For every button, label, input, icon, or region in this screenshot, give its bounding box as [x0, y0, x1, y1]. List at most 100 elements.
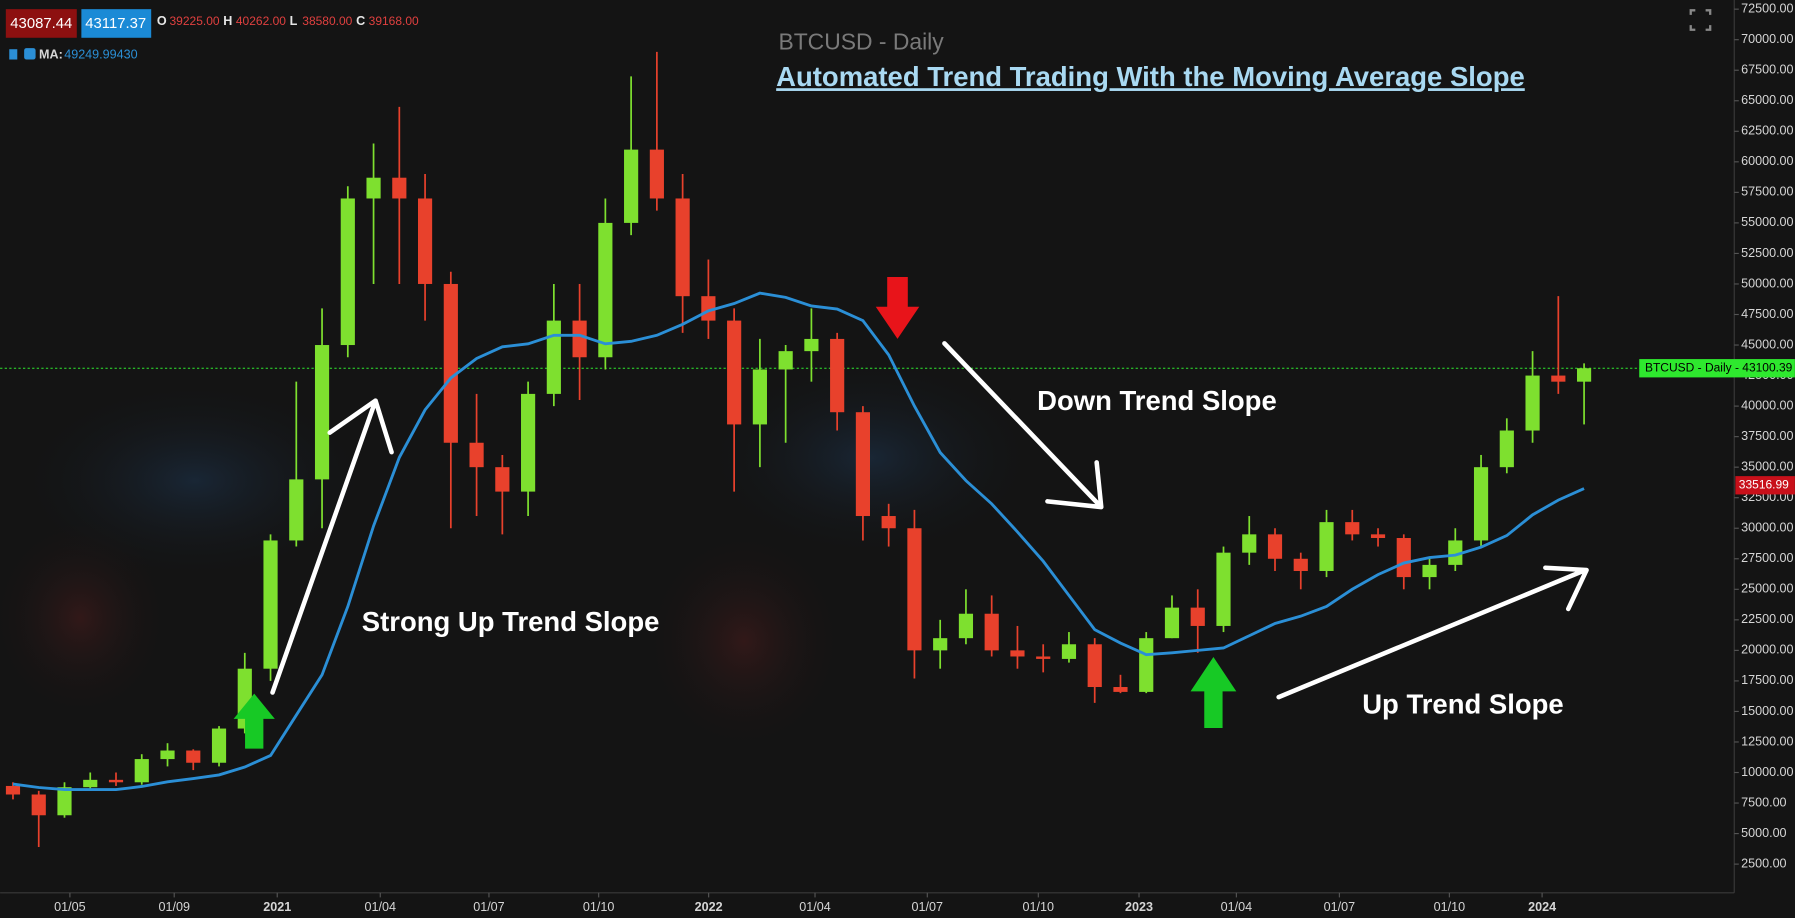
- candle-body: [57, 787, 72, 816]
- candle-body: [752, 369, 767, 425]
- candle-body: [546, 320, 561, 394]
- ma-legend-label: MA:: [39, 47, 63, 61]
- candle-body: [907, 528, 922, 651]
- candle-body: [675, 198, 690, 297]
- candle-body: [108, 779, 124, 783]
- moving-average: [12, 291, 1585, 792]
- buy-arrow: [1190, 657, 1237, 728]
- candle-body: [1061, 644, 1077, 659]
- arrow: [270, 398, 394, 695]
- visibility-toggle[interactable]: [24, 48, 36, 60]
- candle-body: [984, 613, 999, 651]
- last-price-label: BTCUSD - Daily - 43100.39: [1645, 360, 1793, 374]
- x-tick-label: 01/09: [158, 900, 189, 914]
- y-tick-label: 40000.00: [1741, 398, 1793, 412]
- candle-body: [83, 779, 98, 788]
- candle-body: [443, 283, 458, 443]
- candle-body: [1087, 644, 1102, 688]
- background-glow: [0, 354, 1042, 756]
- arrow: [942, 341, 1104, 510]
- y-tick-label: 55000.00: [1741, 215, 1793, 229]
- candle-body: [1422, 564, 1437, 578]
- candle-body: [1448, 540, 1463, 565]
- candle-body: [1473, 467, 1489, 541]
- y-tick-label: 27500.00: [1741, 551, 1793, 565]
- candle-body: [598, 222, 613, 358]
- x-tick-label: 01/04: [1221, 900, 1252, 914]
- ohlc-legend: O 39225.00 H 40262.00 L 38580.00 C 39168.00: [157, 14, 419, 28]
- y-tick-label: 7500.00: [1741, 795, 1786, 809]
- x-tick-label: 01/04: [799, 900, 830, 914]
- ma-price-tag: [1735, 476, 1795, 495]
- candle-body: [289, 479, 304, 541]
- candle-body: [134, 759, 149, 783]
- annotation: Down Trend Slope: [1037, 385, 1277, 416]
- candle-body: [1216, 552, 1231, 626]
- candle-body: [263, 540, 278, 669]
- bid-price: 43087.44: [10, 16, 72, 32]
- trend-arrows: [270, 341, 1589, 700]
- x-tick-label: 01/07: [912, 900, 943, 914]
- ma-legend-value: 49249.99430: [64, 47, 137, 61]
- x-tick-label: 2024: [1528, 900, 1556, 914]
- candle-body: [31, 794, 46, 816]
- candle-body: [469, 442, 484, 468]
- y-tick-label: 65000.00: [1741, 93, 1793, 107]
- candle-body: [211, 728, 227, 763]
- candle-body: [521, 393, 536, 492]
- y-tick-label: 72500.00: [1741, 1, 1793, 15]
- candle-body: [1576, 368, 1592, 382]
- ask-price: 43117.37: [85, 16, 146, 32]
- candle-body: [1370, 534, 1386, 539]
- delete-icon[interactable]: [9, 49, 18, 60]
- candle-body: [624, 149, 639, 223]
- y-tick-label: 57500.00: [1741, 185, 1793, 199]
- y-tick-label: 45000.00: [1741, 337, 1793, 351]
- candle-body: [830, 338, 845, 413]
- x-tick-label: 01/10: [1023, 900, 1054, 914]
- candle-body: [1164, 607, 1180, 639]
- last-price-tag: [1639, 359, 1795, 378]
- ohlc-value: 39168.00: [369, 14, 419, 28]
- chart-title: BTCUSD - Daily: [778, 29, 944, 55]
- y-tick-label: 5000.00: [1741, 826, 1786, 840]
- buy-arrow: [233, 693, 275, 749]
- ohlc-value: 38580.00: [302, 14, 352, 28]
- candle-body: [186, 750, 201, 763]
- x-tick-label: 2023: [1125, 900, 1153, 914]
- candle-body: [958, 613, 974, 639]
- sell-arrow: [875, 277, 920, 339]
- y-tick-label: 17500.00: [1741, 673, 1793, 687]
- candle-body: [1396, 538, 1411, 578]
- ask-badge[interactable]: [81, 9, 152, 38]
- y-tick-label: 52500.00: [1741, 246, 1793, 260]
- candle-body: [417, 198, 433, 284]
- ohlc-value: 40262.00: [236, 14, 286, 28]
- x-tick-label: 2022: [695, 900, 723, 914]
- annotation: Strong Up Trend Slope: [362, 606, 660, 637]
- ohlc-value: 39225.00: [170, 14, 220, 28]
- y-tick-label: 25000.00: [1741, 582, 1793, 596]
- candle-body: [727, 320, 742, 425]
- y-tick-label: 12500.00: [1741, 734, 1793, 748]
- x-tick-label: 01/10: [583, 900, 614, 914]
- candle-body: [1113, 687, 1128, 692]
- y-tick-label: 10000.00: [1741, 765, 1793, 779]
- y-tick-label: 67500.00: [1741, 63, 1793, 77]
- ohlc-key: L: [290, 14, 298, 28]
- bid-badge[interactable]: [5, 9, 77, 38]
- fullscreen-button[interactable]: [1689, 9, 1712, 31]
- candle-body: [804, 338, 819, 352]
- chart-subtitle: Automated Trend Trading With the Moving …: [776, 61, 1525, 92]
- candle-body: [5, 785, 21, 795]
- candle-body: [314, 345, 330, 480]
- candle-body: [1319, 522, 1334, 571]
- arrow: [1276, 565, 1589, 700]
- candle-body: [366, 177, 381, 199]
- candle-body: [933, 638, 948, 651]
- x-tick-label: 2021: [263, 900, 291, 914]
- candle-body: [1267, 534, 1283, 559]
- y-tick-label: 30000.00: [1741, 521, 1793, 535]
- candle-body: [1525, 375, 1540, 431]
